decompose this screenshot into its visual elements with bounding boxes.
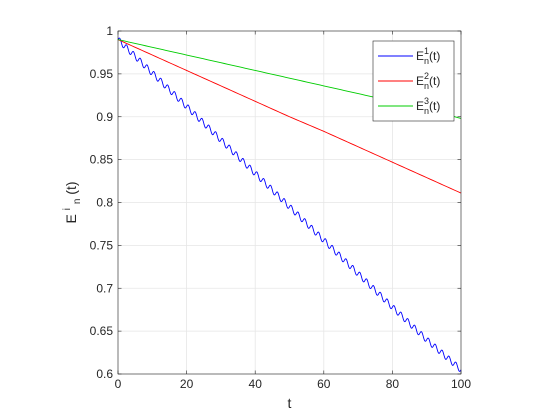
legend-entry-2: E2 n(t) [416, 71, 440, 91]
series-line-1 [117, 37, 462, 372]
y-tick-label-0: 0.6 [96, 367, 113, 381]
legend-entry-base: E [416, 99, 424, 113]
y-tick-label-8: 1 [106, 24, 113, 38]
y-tick-label-1: 0.65 [90, 324, 114, 338]
x-axis-label: t [288, 395, 292, 411]
legend-entry-sup: 3 [424, 96, 429, 106]
y-axis-label-sup: i [62, 208, 73, 210]
legend-entry-base: E [416, 74, 424, 88]
y-tick-label-5: 0.85 [90, 153, 114, 167]
y-axis-label-base: E [63, 214, 79, 223]
legend-entry-sub: n [424, 56, 429, 66]
legend-entry-suffix: (t) [429, 74, 440, 88]
y-tick-label-2: 0.7 [96, 281, 113, 295]
x-tick-label-5: 100 [451, 377, 471, 391]
y-tick-label-6: 0.9 [96, 110, 113, 124]
x-tick-label-4: 80 [386, 377, 400, 391]
x-tick-label-1: 20 [180, 377, 194, 391]
legend-entry-sup: 1 [424, 46, 429, 56]
series-line-2 [117, 39, 462, 194]
legend-entry-sup: 2 [424, 71, 429, 81]
y-axis-label-suffix: (t) [63, 181, 79, 194]
legend-entry-sub: n [424, 106, 429, 116]
legend-entry-3: E3 n(t) [416, 96, 440, 116]
y-axis-label: E i n (t) [57, 181, 83, 223]
legend-entry-suffix: (t) [429, 49, 440, 63]
legend-entry-1: E1 n(t) [416, 46, 440, 66]
x-tick-label-0: 0 [115, 377, 122, 391]
legend-entry-base: E [416, 49, 424, 63]
y-tick-label-4: 0.8 [96, 196, 113, 210]
y-tick-label-7: 0.95 [90, 67, 114, 81]
y-axis-label-sub: n [72, 199, 83, 205]
x-tick-label-2: 40 [249, 377, 263, 391]
x-tick-label-3: 60 [317, 377, 331, 391]
legend-entry-sub: n [424, 81, 429, 91]
ticks: 0 20 40 60 80 100 0.6 0.65 0.7 0.75 0.8 0.85 0.9 0.95… [90, 24, 472, 391]
legend-entry-suffix: (t) [429, 99, 440, 113]
legend: E1 n(t)E2 n(t)E3 n(t) [372, 40, 455, 122]
y-tick-label-3: 0.75 [90, 238, 114, 252]
